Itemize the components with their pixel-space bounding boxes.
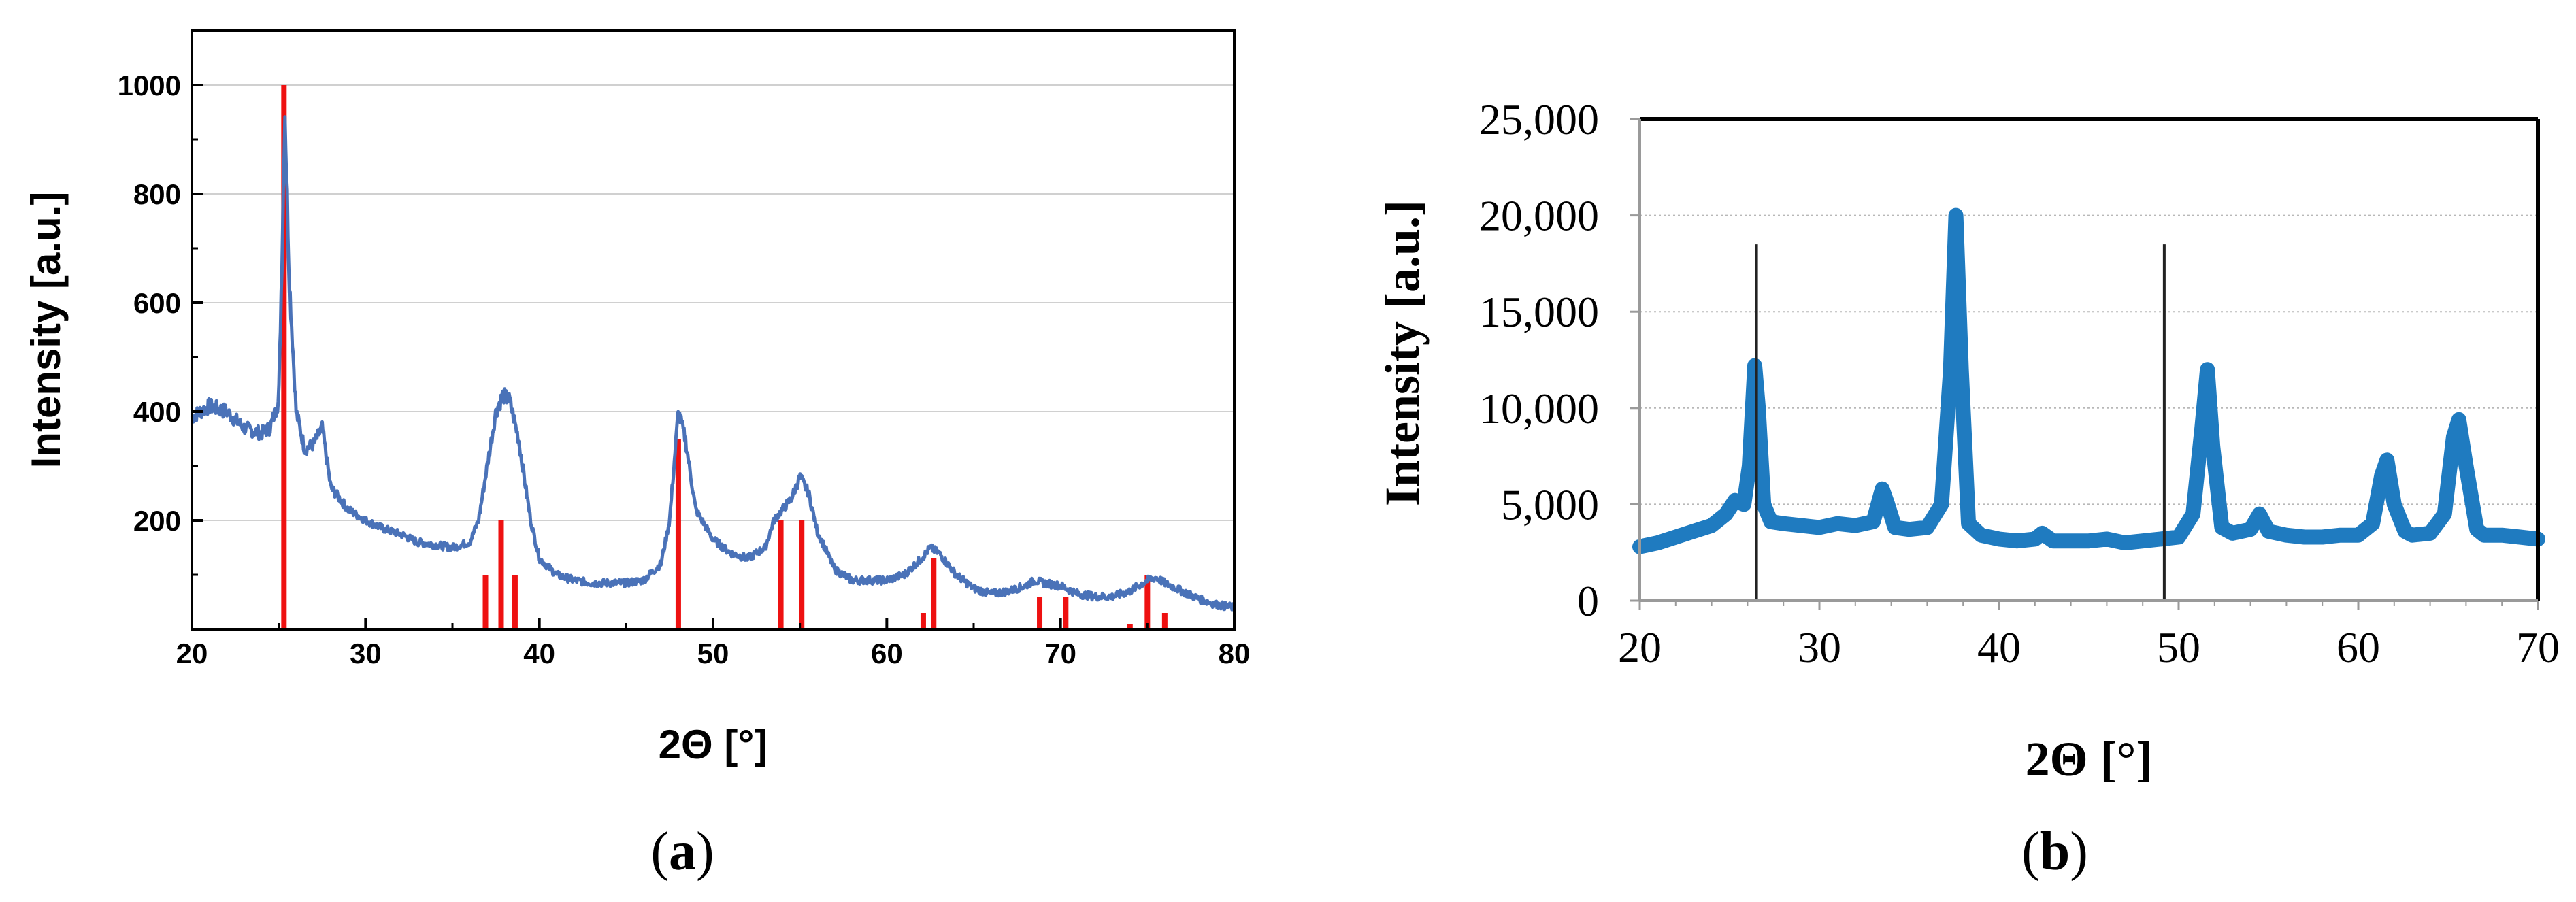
panel-b-chart: 20 30 40 50 60 70 0 5,000 10,000 15,000 20,000 25,… xyxy=(1375,95,2560,882)
panel-a-y-tick-label: 600 xyxy=(133,287,181,319)
panel-a-plot-area xyxy=(192,31,1234,629)
panel-b-xrd-pattern-line xyxy=(1632,207,2545,554)
panel-b-plot-frame xyxy=(1638,117,2540,602)
panel-a-x-tick-label: 50 xyxy=(697,637,729,669)
panel-b-x-tick-label: 30 xyxy=(1798,623,1841,671)
panel-a-chart: 20 30 40 50 60 70 80 200 400 600 800 1000 2Θ [°] I… xyxy=(23,29,1251,882)
panel-b-x-tick-label: 40 xyxy=(1977,623,2021,671)
panel-a-xrd-pattern-line xyxy=(190,115,1236,612)
panel-a-y-tick-label: 200 xyxy=(133,505,181,537)
panel-b-y-tick-label: 25,000 xyxy=(1479,95,1599,144)
panel-b-y-tick-label: 20,000 xyxy=(1479,192,1599,240)
panel-a-x-tick-label: 40 xyxy=(523,637,555,669)
panel-b-x-tick-label: 20 xyxy=(1618,623,1662,671)
panel-b-label: (b) xyxy=(2021,822,2088,882)
panel-a-x-tick-label: 70 xyxy=(1044,637,1076,669)
panel-a-y-tick-label: 1000 xyxy=(118,69,181,101)
panel-a-x-tick-label: 60 xyxy=(871,637,903,669)
panel-a-letter: a xyxy=(669,822,696,882)
panel-a-y-axis-label: Intensity [a.u.] xyxy=(23,192,69,469)
panel-a-x-tick-label: 20 xyxy=(176,637,208,669)
panel-a-y-tick-label: 400 xyxy=(133,396,181,428)
panel-a-y-ticks: 200 400 600 800 1000 xyxy=(118,69,203,576)
panel-b-y-tick-label: 0 xyxy=(1577,577,1599,625)
panel-a-x-ticks: 20 30 40 50 60 70 80 xyxy=(176,618,1251,669)
panel-b-y-tick-label: 15,000 xyxy=(1479,288,1599,336)
panel-a-x-tick-label: 80 xyxy=(1219,637,1251,669)
panel-a-label: (a) xyxy=(650,822,714,882)
panel-b-vertical-reference-lines xyxy=(1755,244,2166,601)
panel-b-y-tick-label: 10,000 xyxy=(1479,384,1599,433)
panel-b-x-tick-label: 70 xyxy=(2516,623,2560,671)
panel-a-y-tick-label: 800 xyxy=(133,178,181,210)
panel-b-x-ticks: 20 30 40 50 60 70 xyxy=(1618,601,2560,671)
panel-a-x-axis-label: 2Θ [°] xyxy=(659,722,768,767)
panel-b-y-tick-label: 5,000 xyxy=(1501,480,1599,529)
panel-b-letter: b xyxy=(2040,822,2070,882)
panel-a-x-tick-label: 30 xyxy=(350,637,382,669)
panel-b-x-tick-label: 60 xyxy=(2336,623,2380,671)
panel-b-x-tick-label: 50 xyxy=(2157,623,2200,671)
panel-b-x-axis-label: 2Θ [°] xyxy=(2026,732,2153,786)
panel-b-y-axis-label: Intensity [a.u.] xyxy=(1375,200,1430,506)
panel-b-y-ticks: 0 5,000 10,000 15,000 20,000 25,000 xyxy=(1479,95,1640,625)
